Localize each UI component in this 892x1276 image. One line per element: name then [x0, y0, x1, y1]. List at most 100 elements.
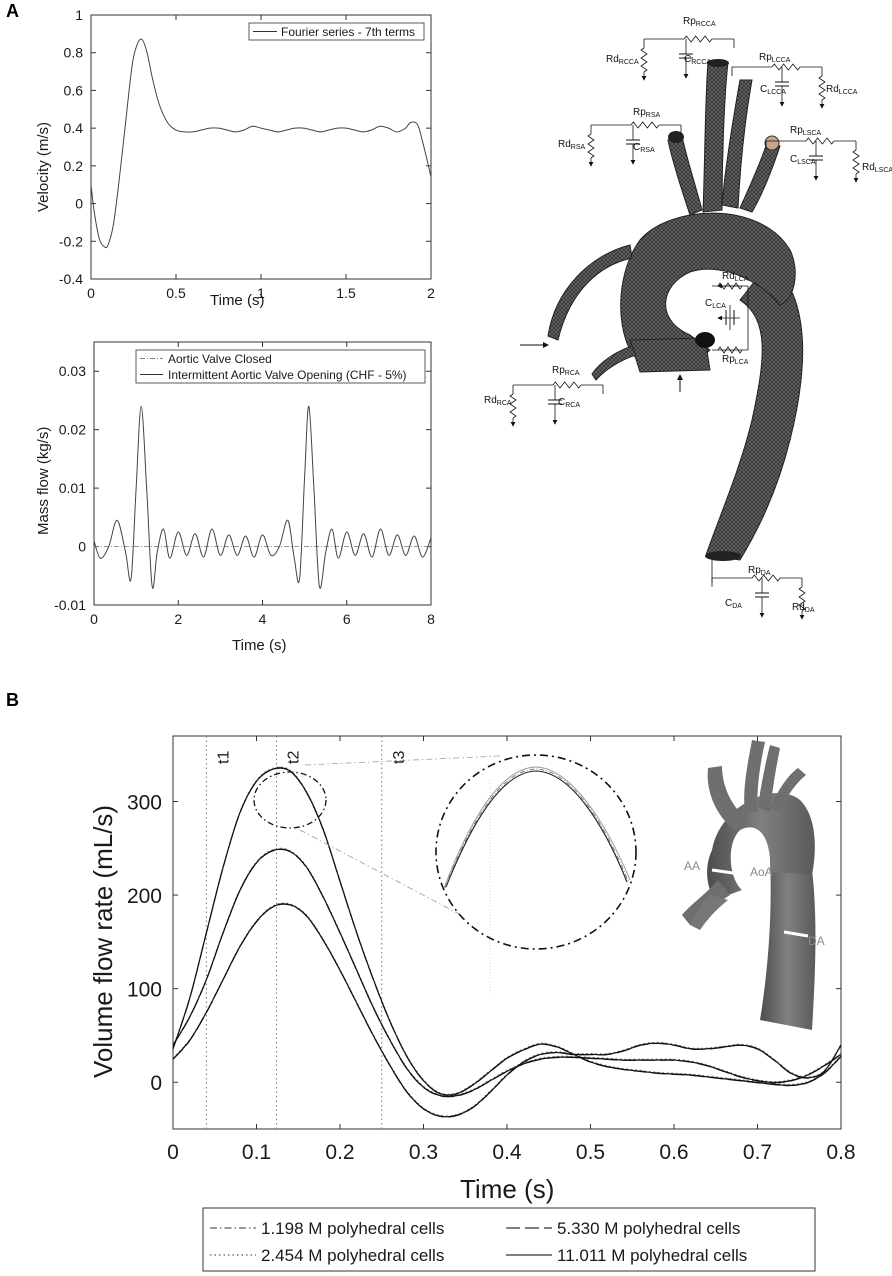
velocity-y-tick-label: 1: [75, 7, 83, 23]
massflow-series: [93, 405, 432, 589]
mesh-right-subclavian-branch: [547, 244, 633, 341]
massflow-x-tick-label: 2: [174, 611, 182, 627]
mesh-lsca-branch: [739, 139, 781, 213]
label-rd-da: RdDA: [792, 602, 815, 614]
velocity-y-tick-label: -0.2: [59, 233, 83, 249]
label-rd-rsa: RdRSA: [558, 139, 586, 151]
resistor-symbol: [798, 586, 806, 612]
model-ascending: [690, 895, 728, 930]
mesh-rsa-branch: [667, 135, 703, 216]
volumeflow-y-label: Volume flow rate (mL/s): [88, 805, 118, 1078]
panel-a-label: A: [6, 1, 19, 21]
massflow-y-tick-label: 0.03: [59, 363, 86, 379]
label-rd-rcca: RdRCCA: [606, 54, 639, 66]
legend-label-11011: 11.011 M polyhedral cells: [557, 1246, 747, 1265]
velocity-x-tick-label: 1.5: [336, 285, 356, 301]
zoom-connector-top: [304, 755, 501, 766]
resistor-symbol: [717, 346, 743, 354]
model-branch-3: [758, 745, 780, 812]
volumeflow-x-tick-label: 0.5: [576, 1141, 605, 1164]
label-rp-da: RpDA: [748, 565, 771, 577]
label-rp-lcca: RpLCCA: [759, 52, 791, 64]
volumeflow-y-tick-label: 300: [127, 792, 162, 815]
segment-aa-label: AA: [684, 859, 700, 873]
model-branch-2: [744, 740, 765, 812]
volumeflow-legend: 1.198 M polyhedral cells 5.330 M polyhed…: [202, 1207, 816, 1272]
label-rp-rsa: RpRSA: [633, 107, 661, 119]
velocity-x-tick-label: 0: [87, 285, 95, 301]
label-rp-rcca: RpRCCA: [683, 16, 716, 28]
resistor-symbol: [630, 121, 660, 129]
model-branch-4: [770, 768, 806, 812]
volumeflow-axis-ticks: 0 0.1 0.2 0.3 0.4 0.5 0.6 0.7 0.8 0 100 200 300: [127, 736, 856, 1164]
massflow-line-opening: [93, 405, 432, 589]
mesh-lcca-branch: [721, 79, 753, 209]
aorta-mesh-model: [520, 59, 804, 561]
zoom-source-circle: [253, 771, 327, 829]
massflow-legend-box: [135, 349, 426, 384]
volumeflow-time-markers: t1 t2 t3: [205, 736, 408, 1129]
segment-aoa-label: AoA: [750, 865, 773, 879]
zoom-circle: [435, 754, 637, 950]
label-rp-lca: RpLCA: [722, 354, 749, 366]
mesh-da-outlet: [705, 551, 741, 561]
model-descending: [760, 860, 816, 1030]
massflow-legend: Aortic Valve Closed Intermittent Aortic …: [135, 349, 426, 384]
label-rd-lsca: RdLSCA: [862, 162, 892, 174]
zoom-curve-a: [443, 766, 631, 889]
velocity-axis-ticks: 0 0.5 1 1.5 2 -0.4 -0.2 0 0.2 0.4 0.6 0.8 1: [59, 7, 435, 301]
velocity-y-tick-label: 0.4: [64, 120, 84, 136]
volumeflow-x-tick-label: 0: [167, 1141, 179, 1164]
label-c-rsa: CRSA: [633, 142, 655, 154]
resistor-symbol: [805, 137, 835, 145]
time-marker-label-t2: t2: [286, 751, 303, 764]
volumeflow-y-tick-label: 200: [127, 885, 162, 908]
mesh-lca-outlet: [695, 332, 715, 348]
velocity-y-tick-label: 0.6: [64, 82, 84, 98]
massflow-y-tick-label: 0.02: [59, 422, 86, 438]
segment-aa-marker: [711, 868, 741, 876]
panel-b-label: B: [6, 690, 19, 710]
resistor-symbol: [683, 35, 713, 43]
resistor-symbol: [640, 47, 648, 73]
resistor-symbol: [509, 393, 517, 419]
volumeflow-x-tick-label: 0.8: [826, 1141, 855, 1164]
time-marker-label-t1: t1: [215, 751, 232, 764]
time-marker-label-t3: t3: [391, 751, 408, 764]
label-c-lca: CLCA: [705, 298, 726, 310]
aorta-model-inset: AA AoA DA: [682, 740, 825, 1030]
velocity-legend-box: [248, 22, 425, 41]
velocity-legend-label: Fourier series - 7th terms: [281, 25, 415, 39]
zoom-inset: [253, 754, 637, 995]
resistor-symbol: [751, 574, 781, 582]
mesh-rcca-outlet: [707, 59, 729, 67]
volumeflow-line-da-3: [172, 903, 842, 1118]
velocity-y-tick-label: -0.4: [59, 271, 83, 287]
label-c-da: CDA: [725, 598, 742, 610]
massflow-y-tick-label: -0.01: [54, 597, 86, 613]
zoom-curve-c: [444, 768, 629, 889]
resistor-symbol: [771, 63, 801, 71]
resistor-symbol: [852, 149, 860, 175]
volumeflow-x-tick-label: 0.4: [492, 1141, 522, 1164]
volumeflow-x-tick-label: 0.1: [242, 1141, 271, 1164]
model-branch-1: [707, 766, 748, 830]
velocity-series: [90, 38, 432, 249]
legend-label-1198: 1.198 M polyhedral cells: [261, 1219, 444, 1238]
massflow-x-label: Time (s): [232, 637, 286, 654]
velocity-y-tick-label: 0: [75, 196, 83, 212]
massflow-x-tick-label: 6: [343, 611, 351, 627]
label-rp-rca: RpRCA: [552, 365, 580, 377]
velocity-x-tick-label: 2: [427, 285, 435, 301]
label-rd-rca: RdRCA: [484, 395, 512, 407]
mesh-lsca-outlet: [764, 135, 780, 151]
massflow-y-tick-label: 0.01: [59, 480, 86, 496]
volumeflow-y-tick-label: 100: [127, 979, 162, 1002]
massflow-y-label: Mass flow (kg/s): [35, 427, 52, 535]
massflow-y-tick-label: 0: [78, 539, 86, 555]
zoom-curve-b: [445, 770, 628, 888]
segment-da-label: DA: [808, 934, 825, 948]
